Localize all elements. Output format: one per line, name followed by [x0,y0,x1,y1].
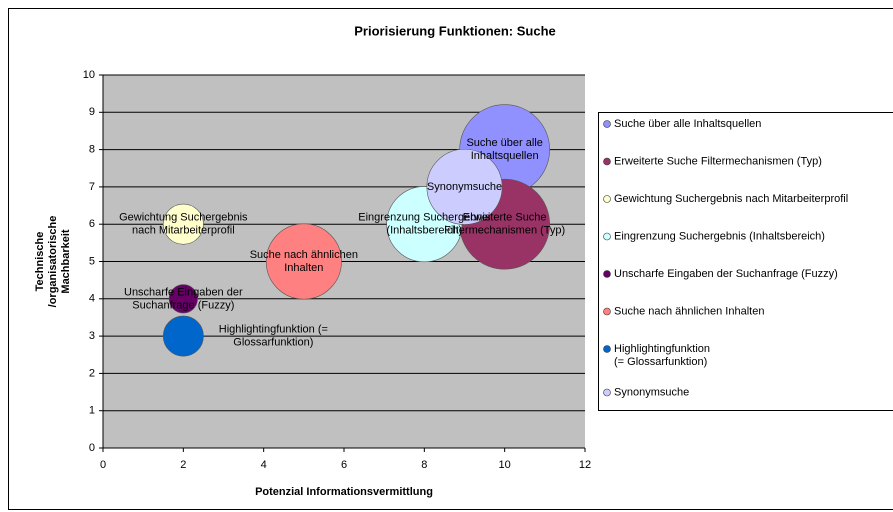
legend-swatch [603,307,611,316]
y-tick-label: 2 [89,367,95,379]
legend-label: Unscharfe Eingaben der Suchanfrage (Fuzz… [614,268,838,280]
x-tick-label: 0 [100,459,106,471]
data-label: Highlightingfunktion (= Glossarfunktion) [219,324,328,349]
data-label: Gewichtung Suchergebnis nach Mitarbeiterp… [119,212,248,237]
data-label: Synonymsuche [427,181,502,193]
bubble [426,148,503,225]
y-tick-label: 3 [89,330,95,342]
y-axis-label: Technische/organisatorischeMachbarkeit [34,216,72,308]
y-tick-label: 1 [89,405,95,417]
y-tick-label: 9 [89,106,95,118]
data-label: Suche nach ähnlichen Inhalten [250,249,358,274]
y-tick-label: 5 [89,255,95,267]
legend [598,112,893,411]
legend-label: Synonymsuche [614,386,689,398]
y-tick-label: 0 [89,442,95,454]
legend-swatch [603,270,611,278]
legend-swatch [603,195,611,203]
x-tick-label: 6 [341,459,347,471]
legend-swatch [603,157,611,166]
bubble [162,203,204,245]
x-tick-label: 12 [579,459,591,471]
legend-label: Suche über alle Inhaltsquellen [614,118,761,130]
legend-label: Highlightingfunktion (= Glossarfunktion) [614,343,710,368]
data-label: Eingrenzung Suchergebnis (Inhaltsbereich) [358,212,491,237]
legend-swatch [603,388,611,397]
x-tick-label: 2 [180,459,186,471]
x-tick-label: 4 [261,459,267,471]
legend-label: Suche nach ähnlichen Inhalten [614,305,764,317]
bubble [168,284,198,314]
y-tick-label: 10 [83,69,95,81]
y-tick-label: 8 [89,144,95,156]
y-tick-label: 6 [89,218,95,230]
x-tick-label: 10 [499,459,511,471]
data-label: Suche über alle Inhaltsquellen [466,137,542,162]
y-tick-label: 7 [89,181,95,193]
legend-swatch [603,120,611,128]
legend-label: Erweiterte Suche Filtermechanismen (Typ) [614,155,822,167]
x-tick-label: 8 [421,459,427,471]
bubble [265,223,342,300]
chart-title: Priorisierung Funktionen: Suche [354,23,556,38]
y-tick-label: 4 [89,293,95,305]
legend-swatch [603,345,611,353]
legend-label: Eingrenzung Suchergebnis (Inhaltsbereich… [614,230,825,242]
data-label: Erweiterte Suche Filtermechanismen (Typ) [444,212,565,237]
data-label: Unscharfe Eingaben der Suchanfrage (Fuzzy… [124,286,243,311]
legend-label: Gewichtung Suchergebnis nach Mitarbeiter… [614,193,848,205]
x-axis-label: Potenzial Informationsvermittlung [255,486,433,498]
legend-swatch [603,232,611,241]
bubble [162,315,204,357]
